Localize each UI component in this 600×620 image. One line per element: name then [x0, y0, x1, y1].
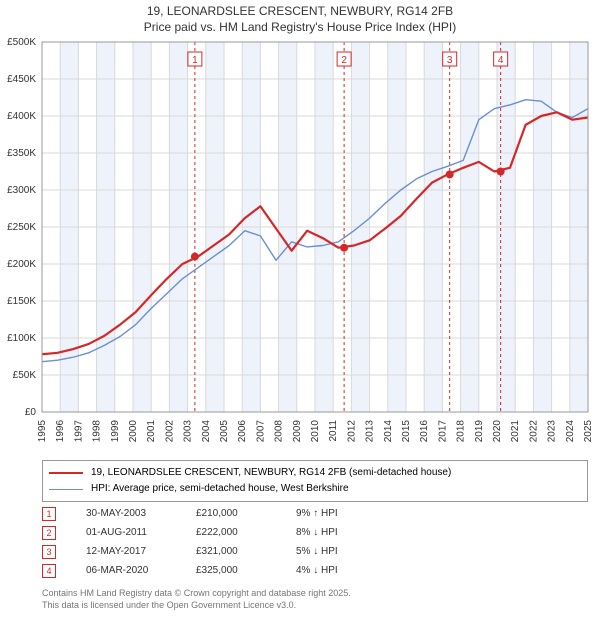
svg-text:2014: 2014: [383, 420, 394, 443]
svg-text:£300K: £300K: [7, 185, 36, 196]
svg-text:2019: 2019: [474, 420, 485, 443]
svg-text:2017: 2017: [437, 420, 448, 443]
svg-text:2000: 2000: [128, 420, 139, 443]
price-chart: £0£50K£100K£150K£200K£250K£300K£350K£400…: [42, 42, 588, 412]
svg-text:2016: 2016: [419, 420, 430, 443]
marker-date: 12-MAY-2017: [86, 546, 196, 557]
legend-label: HPI: Average price, semi-detached house,…: [91, 481, 349, 497]
marker-price: £321,000: [196, 546, 296, 557]
footer-attribution: Contains HM Land Registry data © Crown c…: [42, 588, 351, 611]
svg-text:1996: 1996: [55, 420, 66, 443]
svg-text:2015: 2015: [401, 420, 412, 443]
marker-row: 2 01-AUG-2011£222,0008% ↓ HPI: [42, 523, 376, 542]
svg-text:2024: 2024: [565, 420, 576, 443]
svg-text:2013: 2013: [365, 420, 376, 443]
svg-text:2018: 2018: [456, 420, 467, 443]
svg-text:£450K: £450K: [7, 74, 36, 85]
marker-delta: 4% ↓ HPI: [296, 565, 376, 576]
title-line-2: Price paid vs. HM Land Registry's House …: [0, 20, 600, 36]
legend-item: 19, LEONARDSLEE CRESCENT, NEWBURY, RG14 …: [49, 465, 581, 481]
legend: 19, LEONARDSLEE CRESCENT, NEWBURY, RG14 …: [42, 460, 588, 502]
svg-text:2007: 2007: [255, 420, 266, 443]
svg-text:2022: 2022: [528, 420, 539, 443]
svg-text:1997: 1997: [73, 420, 84, 443]
svg-text:£400K: £400K: [7, 111, 36, 122]
svg-text:2008: 2008: [274, 420, 285, 443]
svg-text:£0: £0: [25, 407, 37, 418]
svg-text:2006: 2006: [237, 420, 248, 443]
marker-date: 01-AUG-2011: [86, 527, 196, 538]
svg-text:2005: 2005: [219, 420, 230, 443]
svg-text:1999: 1999: [110, 420, 121, 443]
svg-text:£250K: £250K: [7, 222, 36, 233]
svg-text:2009: 2009: [292, 420, 303, 443]
svg-text:2012: 2012: [346, 420, 357, 443]
svg-text:£500K: £500K: [7, 37, 36, 48]
marker-price: £222,000: [196, 527, 296, 538]
marker-delta: 5% ↓ HPI: [296, 546, 376, 557]
title-line-1: 19, LEONARDSLEE CRESCENT, NEWBURY, RG14 …: [0, 4, 600, 20]
svg-text:2003: 2003: [183, 420, 194, 443]
marker-number: 2: [42, 526, 56, 540]
svg-text:1: 1: [192, 55, 198, 66]
marker-delta: 9% ↑ HPI: [296, 508, 376, 519]
chart-title: 19, LEONARDSLEE CRESCENT, NEWBURY, RG14 …: [0, 0, 600, 35]
legend-swatch: [49, 472, 83, 474]
svg-text:£200K: £200K: [7, 259, 36, 270]
marker-price: £210,000: [196, 508, 296, 519]
legend-swatch: [49, 489, 83, 490]
marker-date: 06-MAR-2020: [86, 565, 196, 576]
svg-text:2001: 2001: [146, 420, 157, 443]
svg-text:2004: 2004: [201, 420, 212, 443]
marker-row: 3 12-MAY-2017£321,0005% ↓ HPI: [42, 542, 376, 561]
legend-item: HPI: Average price, semi-detached house,…: [49, 481, 581, 497]
svg-text:1998: 1998: [92, 420, 103, 443]
marker-number: 4: [42, 564, 56, 578]
marker-delta: 8% ↓ HPI: [296, 527, 376, 538]
svg-text:2021: 2021: [510, 420, 521, 443]
marker-date: 30-MAY-2003: [86, 508, 196, 519]
marker-number: 1: [42, 507, 56, 521]
marker-price: £325,000: [196, 565, 296, 576]
svg-text:£50K: £50K: [13, 370, 37, 381]
svg-text:3: 3: [447, 55, 453, 66]
svg-text:2023: 2023: [547, 420, 558, 443]
footer-line-2: This data is licensed under the Open Gov…: [42, 600, 351, 612]
svg-text:2010: 2010: [310, 420, 321, 443]
marker-table: 1 30-MAY-2003£210,0009% ↑ HPI 2 01-AUG-2011…: [42, 504, 376, 580]
marker-row: 1 30-MAY-2003£210,0009% ↑ HPI: [42, 504, 376, 523]
svg-text:2: 2: [341, 55, 347, 66]
svg-text:£350K: £350K: [7, 148, 36, 159]
svg-text:2011: 2011: [328, 420, 339, 442]
marker-number: 3: [42, 545, 56, 559]
svg-text:£150K: £150K: [7, 296, 36, 307]
footer-line-1: Contains HM Land Registry data © Crown c…: [42, 588, 351, 600]
svg-text:2020: 2020: [492, 420, 503, 443]
svg-text:1995: 1995: [37, 420, 48, 443]
svg-text:2002: 2002: [164, 420, 175, 443]
svg-text:4: 4: [498, 55, 504, 66]
marker-row: 4 06-MAR-2020£325,0004% ↓ HPI: [42, 561, 376, 580]
svg-text:2025: 2025: [583, 420, 594, 443]
legend-label: 19, LEONARDSLEE CRESCENT, NEWBURY, RG14 …: [91, 465, 451, 481]
svg-text:£100K: £100K: [7, 333, 36, 344]
